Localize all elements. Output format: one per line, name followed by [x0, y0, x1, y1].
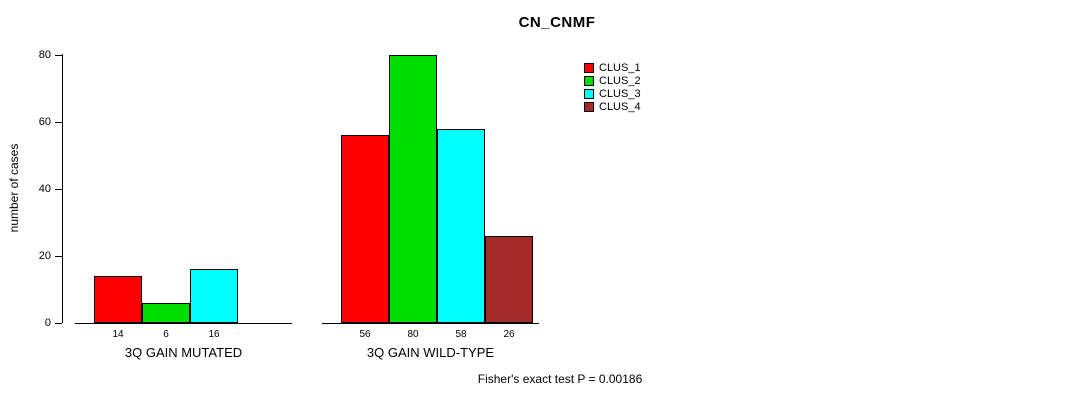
x-axis-line [322, 323, 539, 324]
bar-value-label: 16 [208, 329, 220, 340]
y-tick-mark [55, 189, 62, 190]
legend-swatch-clus_4 [584, 102, 594, 112]
bar-CLUS_1 [94, 276, 142, 323]
y-tick-label: 60 [38, 116, 51, 128]
stat-annotation: Fisher's exact test P = 0.00186 [477, 372, 643, 386]
bar-value-label: 14 [112, 329, 124, 340]
y-tick-label: 40 [38, 183, 51, 195]
bar-value-label: 6 [163, 329, 169, 340]
legend: CLUS_1 CLUS_2 CLUS_3 CLUS_4 [584, 62, 641, 114]
bar-CLUS_1 [341, 135, 389, 323]
bar-CLUS_4 [485, 236, 533, 323]
legend-swatch-clus_1 [584, 63, 594, 73]
bar-value-label: 80 [407, 329, 419, 340]
x-axis-line [75, 323, 292, 324]
legend-label: CLUS_1 [599, 62, 641, 74]
legend-label: CLUS_3 [599, 88, 641, 100]
y-tick-label: 20 [38, 250, 51, 262]
legend-swatch-clus_3 [584, 89, 594, 99]
bar-CLUS_3 [437, 129, 485, 323]
legend-swatch-clus_2 [584, 76, 594, 86]
y-tick-label: 80 [38, 49, 51, 61]
chart-title: CN_CNMF [518, 14, 596, 31]
y-tick-mark [55, 122, 62, 123]
legend-item: CLUS_1 [584, 62, 641, 74]
bar-CLUS_3 [190, 269, 238, 323]
bar-value-label: 56 [359, 329, 371, 340]
bar-value-label: 58 [455, 329, 467, 340]
legend-label: CLUS_4 [599, 101, 641, 113]
legend-item: CLUS_2 [584, 75, 641, 87]
group-label: 3Q GAIN WILD-TYPE [366, 345, 495, 360]
legend-item: CLUS_3 [584, 88, 641, 100]
y-axis-title: number of cases [7, 143, 21, 233]
legend-item: CLUS_4 [584, 101, 641, 113]
bar-value-label: 26 [503, 329, 515, 340]
y-axis-line [62, 54, 63, 323]
y-tick-mark [55, 256, 62, 257]
bar-CLUS_2 [389, 55, 437, 323]
bar-CLUS_2 [142, 303, 190, 323]
y-tick-label: 0 [44, 317, 51, 329]
y-tick-mark [55, 55, 62, 56]
legend-label: CLUS_2 [599, 75, 641, 87]
y-tick-mark [55, 323, 62, 324]
group-label: 3Q GAIN MUTATED [124, 345, 243, 360]
